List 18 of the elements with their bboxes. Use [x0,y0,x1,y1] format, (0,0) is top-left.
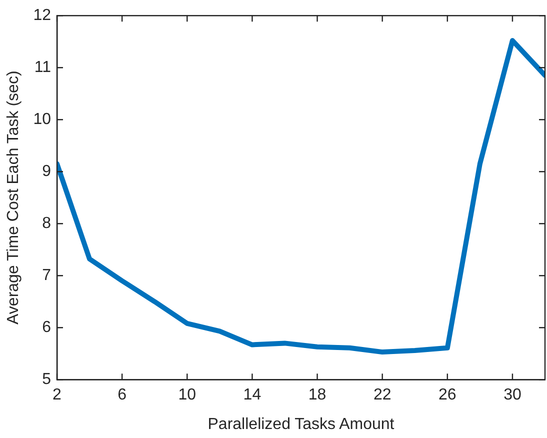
y-tick-label: 12 [33,7,52,24]
x-tick-label: 18 [308,386,326,404]
x-axis-title: Parallelized Tasks Amount [208,416,395,433]
x-tick-label: 22 [373,386,392,404]
y-tick-label: 8 [42,215,52,232]
y-tick-label: 6 [42,319,52,336]
y-tick-label: 9 [42,163,52,180]
y-tick-label: 10 [33,111,52,128]
x-tick-label: 6 [118,386,127,404]
x-tick-label: 14 [243,386,262,404]
y-axis-title: Average Time Cost Each Task (sec) [5,70,22,324]
x-tick-label: 30 [504,386,522,404]
x-tick-label: 2 [52,386,62,404]
y-tick-label: 7 [42,267,52,284]
x-tick-label: 26 [438,386,456,404]
y-tick-label: 5 [42,371,52,388]
x-tick-label: 10 [178,386,196,404]
y-tick-label: 11 [34,59,52,76]
